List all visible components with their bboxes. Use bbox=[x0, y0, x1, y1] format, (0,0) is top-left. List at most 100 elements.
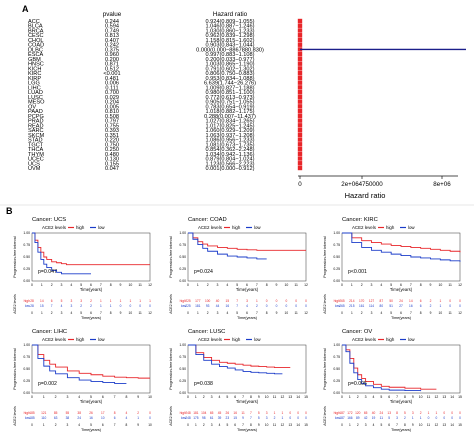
km-pvalue: p=0.038 bbox=[194, 381, 213, 387]
km-risk-x-tick: 15 bbox=[304, 423, 308, 427]
km-x-tick: 5 bbox=[236, 283, 238, 287]
km-risk-x-tick: 9 bbox=[430, 311, 432, 315]
km-risk-value: 2 bbox=[430, 304, 432, 308]
km-risk-value: 45 bbox=[218, 411, 222, 415]
forest-pvalue: 0.029 bbox=[105, 95, 119, 101]
km-risk-x-tick: 11 bbox=[449, 311, 453, 315]
km-risk-x-tick: 4 bbox=[219, 423, 221, 427]
km-plot-frame bbox=[341, 344, 461, 394]
km-risk-x-tick: 2 bbox=[361, 311, 363, 315]
km-x-tick: 0 bbox=[341, 283, 343, 287]
forest-hazard-ratio: 6.639(1.744−26.276) bbox=[204, 81, 256, 87]
forest-point bbox=[297, 61, 303, 66]
forest-pvalue: 0.220 bbox=[105, 138, 119, 144]
km-risk-value: 0 bbox=[305, 304, 307, 308]
forest-pvalue: 0.204 bbox=[105, 100, 119, 106]
forest-cancer-label: GBM bbox=[28, 57, 41, 63]
km-risk-value: 19 bbox=[372, 416, 376, 420]
km-risk-value: 265 bbox=[339, 304, 345, 308]
km-risk-x-tick: 2 bbox=[203, 423, 205, 427]
forest-cancer-label: KIRP bbox=[28, 76, 41, 82]
km-x-tick: 4 bbox=[70, 283, 72, 287]
km-risk-row-name: low bbox=[335, 304, 341, 308]
forest-pvalue: 0.250 bbox=[105, 147, 119, 153]
km-risk-value: 13 bbox=[387, 411, 391, 415]
forest-point bbox=[297, 80, 303, 85]
km-risk-value: 0 bbox=[451, 416, 453, 420]
km-risk-value: 1 bbox=[256, 299, 258, 303]
km-x-tick: 2 bbox=[207, 283, 209, 287]
km-risk-x-tick: 9 bbox=[137, 423, 139, 427]
km-risk-x-tick: 9 bbox=[276, 311, 278, 315]
km-risk-value: 9 bbox=[242, 416, 244, 420]
km-risk-label: ACE2 levels bbox=[13, 406, 17, 426]
km-risk-x-tick: 4 bbox=[70, 311, 72, 315]
km-risk-value: 44 bbox=[216, 304, 220, 308]
km-legend-title: ACE2 levels bbox=[42, 225, 67, 230]
km-risk-x-tick: 6 bbox=[400, 311, 402, 315]
forest-pvalue: 0.351 bbox=[105, 133, 119, 139]
km-risk-value: 4 bbox=[61, 304, 63, 308]
km-risk-value: 1 bbox=[110, 304, 112, 308]
forest-pvalue: 0.155 bbox=[105, 161, 119, 167]
km-risk-x-tick: 6 bbox=[388, 423, 390, 427]
km-risk-value: 98 bbox=[202, 416, 206, 420]
km-x-tick: 12 bbox=[304, 283, 308, 287]
forest-point bbox=[297, 137, 303, 142]
km-risk-x-tick: 10 bbox=[419, 423, 423, 427]
km-y-tick: 1.00 bbox=[333, 231, 340, 235]
km-risk-x-tick: 1 bbox=[43, 423, 45, 427]
km-risk-x-tick: 4 bbox=[380, 311, 382, 315]
km-risk-value: 121 bbox=[41, 411, 47, 415]
forest-hazard-ratio: 0.905(0.751−1.055) bbox=[206, 100, 255, 106]
km-risk-value: 100 bbox=[205, 299, 211, 303]
km-risk-x-tick: 8 bbox=[404, 423, 406, 427]
km-risk-value: 24 bbox=[399, 299, 403, 303]
km-risk-x-tick: 12 bbox=[458, 311, 462, 315]
km-risk-value: 0 bbox=[436, 416, 438, 420]
forest-hazard-ratio: 0.903(0.843−1.044) bbox=[206, 43, 255, 49]
forest-point bbox=[297, 89, 303, 95]
km-y-tick: 0.00 bbox=[333, 391, 340, 395]
km-x-tick: 2 bbox=[55, 395, 57, 399]
km-risk-value: 181 bbox=[195, 304, 201, 308]
km-risk-value: 3 bbox=[412, 411, 414, 415]
km-x-tick: 3 bbox=[211, 395, 213, 399]
forest-hazard-ratio: 0.953(0.834−1.088) bbox=[206, 76, 255, 82]
forest-point bbox=[297, 113, 303, 119]
km-risk-row-name: low bbox=[25, 416, 31, 420]
km-y-tick: 0.25 bbox=[179, 267, 186, 271]
forest-plot: pvalue Hazard ratio ACC 0.244 0.924(0.809−… bbox=[28, 11, 466, 200]
km-risk-x-tick: 6 bbox=[246, 311, 248, 315]
forest-point bbox=[297, 66, 303, 71]
forest-cancer-label: UCEC bbox=[28, 157, 44, 163]
km-curve-high bbox=[342, 232, 461, 253]
km-x-tick: 2 bbox=[51, 283, 53, 287]
forest-pvalue: 0.700 bbox=[105, 90, 119, 96]
forest-point bbox=[297, 33, 303, 38]
forest-hazard-ratio: 0.001(0.000−0.912) bbox=[206, 166, 255, 172]
km-x-tick: 8 bbox=[266, 283, 268, 287]
forest-pvalue: 0.480 bbox=[105, 152, 119, 158]
forest-hazard-ratio: 1.060(0.929−1.209) bbox=[206, 128, 255, 134]
km-risk-value: 0 bbox=[149, 416, 151, 420]
km-risk-x-tick: 6 bbox=[102, 423, 104, 427]
km-x-tick: 13 bbox=[288, 395, 292, 399]
km-risk-value: 0 bbox=[295, 304, 297, 308]
km-legend-title: ACE2 levels bbox=[352, 225, 377, 230]
forest-cancer-label: ESCA bbox=[28, 52, 44, 58]
km-risk-row-name: high bbox=[334, 299, 341, 303]
km-risk-value: 7 bbox=[236, 304, 238, 308]
km-x-tick: 12 bbox=[458, 283, 462, 287]
km-risk-value: 0 bbox=[285, 304, 287, 308]
km-x-tick: 4 bbox=[373, 395, 375, 399]
km-risk-value: 1 bbox=[436, 411, 438, 415]
km-risk-value: 63 bbox=[54, 416, 58, 420]
km-risk-x-tick: 2 bbox=[51, 311, 53, 315]
km-plot-frame bbox=[31, 344, 151, 394]
km-risk-value: 1 bbox=[137, 416, 139, 420]
km-risk-value: 55 bbox=[66, 411, 70, 415]
km-risk-value: 15 bbox=[233, 416, 237, 420]
